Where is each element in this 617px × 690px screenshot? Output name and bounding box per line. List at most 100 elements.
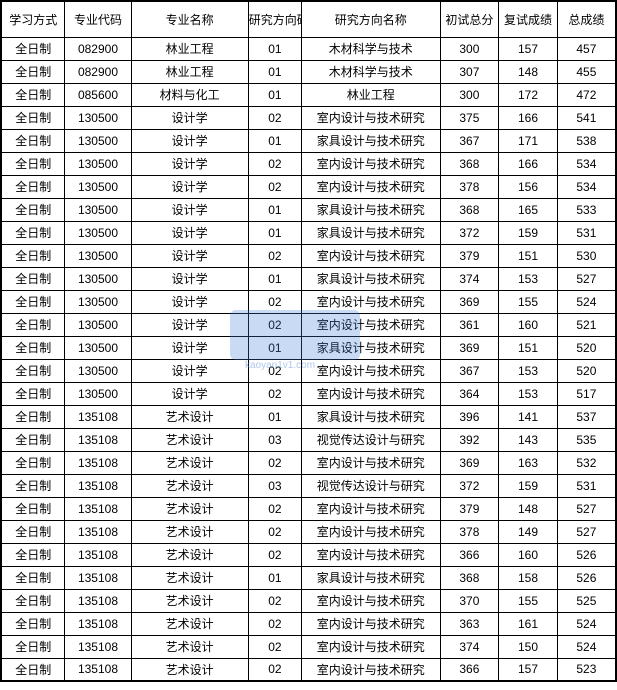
table-cell: 130500 xyxy=(65,244,131,267)
table-row: 全日制135108艺术设计02室内设计与技术研究369163532 xyxy=(1,451,616,474)
table-cell: 155 xyxy=(499,290,558,313)
table-cell: 01 xyxy=(248,566,301,589)
table-cell: 148 xyxy=(499,60,558,83)
table-cell: 全日制 xyxy=(1,635,65,658)
table-cell: 300 xyxy=(440,37,499,60)
table-cell: 368 xyxy=(440,198,499,221)
admissions-table: 学习方式 专业代码 专业名称 研究方向码 研究方向名称 初试总分 复试成绩 总成… xyxy=(0,0,617,682)
table-cell: 534 xyxy=(557,152,616,175)
table-cell: 室内设计与技术研究 xyxy=(302,175,441,198)
table-row: 全日制130500设计学02室内设计与技术研究369155524 xyxy=(1,290,616,313)
table-cell: 166 xyxy=(499,152,558,175)
table-cell: 设计学 xyxy=(131,313,248,336)
table-cell: 室内设计与技术研究 xyxy=(302,658,441,681)
table-row: 全日制130500设计学01家具设计与技术研究367171538 xyxy=(1,129,616,152)
table-cell: 室内设计与技术研究 xyxy=(302,290,441,313)
table-row: 全日制130500设计学01家具设计与技术研究374153527 xyxy=(1,267,616,290)
table-cell: 家具设计与技术研究 xyxy=(302,336,441,359)
col-header-dirname: 研究方向名称 xyxy=(302,1,441,37)
table-cell: 全日制 xyxy=(1,543,65,566)
table-cell: 全日制 xyxy=(1,83,65,106)
table-cell: 541 xyxy=(557,106,616,129)
table-cell: 392 xyxy=(440,428,499,451)
col-header-total: 总成绩 xyxy=(557,1,616,37)
table-row: 全日制130500设计学02室内设计与技术研究378156534 xyxy=(1,175,616,198)
table-cell: 室内设计与技术研究 xyxy=(302,635,441,658)
table-cell: 02 xyxy=(248,290,301,313)
table-cell: 视觉传达设计与研究 xyxy=(302,428,441,451)
table-cell: 设计学 xyxy=(131,267,248,290)
table-cell: 林业工程 xyxy=(131,60,248,83)
table-cell: 130500 xyxy=(65,382,131,405)
table-cell: 室内设计与技术研究 xyxy=(302,359,441,382)
table-cell: 设计学 xyxy=(131,382,248,405)
table-cell: 160 xyxy=(499,543,558,566)
table-cell: 全日制 xyxy=(1,451,65,474)
table-cell: 369 xyxy=(440,451,499,474)
table-cell: 艺术设计 xyxy=(131,566,248,589)
table-cell: 01 xyxy=(248,83,301,106)
table-cell: 532 xyxy=(557,451,616,474)
table-row: 全日制135108艺术设计02室内设计与技术研究366157523 xyxy=(1,658,616,681)
table-cell: 室内设计与技术研究 xyxy=(302,543,441,566)
table-cell: 02 xyxy=(248,612,301,635)
table-cell: 135108 xyxy=(65,428,131,451)
table-cell: 室内设计与技术研究 xyxy=(302,382,441,405)
table-cell: 01 xyxy=(248,60,301,83)
table-cell: 家具设计与技术研究 xyxy=(302,129,441,152)
table-cell: 全日制 xyxy=(1,658,65,681)
table-cell: 160 xyxy=(499,313,558,336)
table-cell: 全日制 xyxy=(1,175,65,198)
table-cell: 全日制 xyxy=(1,106,65,129)
table-cell: 艺术设计 xyxy=(131,497,248,520)
table-cell: 166 xyxy=(499,106,558,129)
table-cell: 02 xyxy=(248,382,301,405)
table-cell: 524 xyxy=(557,612,616,635)
table-cell: 130500 xyxy=(65,359,131,382)
table-cell: 531 xyxy=(557,474,616,497)
table-cell: 全日制 xyxy=(1,566,65,589)
table-cell: 室内设计与技术研究 xyxy=(302,612,441,635)
table-cell: 082900 xyxy=(65,37,131,60)
col-header-dircode: 研究方向码 xyxy=(248,1,301,37)
table-cell: 130500 xyxy=(65,336,131,359)
table-cell: 02 xyxy=(248,359,301,382)
table-row: 全日制130500设计学02室内设计与技术研究368166534 xyxy=(1,152,616,175)
table-cell: 368 xyxy=(440,152,499,175)
table-cell: 130500 xyxy=(65,313,131,336)
table-cell: 全日制 xyxy=(1,428,65,451)
table-cell: 130500 xyxy=(65,106,131,129)
table-cell: 艺术设计 xyxy=(131,612,248,635)
table-cell: 全日制 xyxy=(1,520,65,543)
table-cell: 150 xyxy=(499,635,558,658)
table-cell: 设计学 xyxy=(131,244,248,267)
table-cell: 379 xyxy=(440,244,499,267)
table-cell: 149 xyxy=(499,520,558,543)
table-cell: 全日制 xyxy=(1,267,65,290)
col-header-code: 专业代码 xyxy=(65,1,131,37)
table-cell: 165 xyxy=(499,198,558,221)
table-cell: 室内设计与技术研究 xyxy=(302,451,441,474)
table-cell: 01 xyxy=(248,405,301,428)
table-cell: 527 xyxy=(557,520,616,543)
table-row: 全日制130500设计学01家具设计与技术研究369151520 xyxy=(1,336,616,359)
table-cell: 457 xyxy=(557,37,616,60)
table-cell: 307 xyxy=(440,60,499,83)
table-row: 全日制082900林业工程01木材科学与技术307148455 xyxy=(1,60,616,83)
table-cell: 艺术设计 xyxy=(131,474,248,497)
table-cell: 135108 xyxy=(65,543,131,566)
table-cell: 全日制 xyxy=(1,60,65,83)
table-cell: 艺术设计 xyxy=(131,589,248,612)
table-row: 全日制130500设计学01家具设计与技术研究368165533 xyxy=(1,198,616,221)
table-cell: 157 xyxy=(499,658,558,681)
table-cell: 木材科学与技术 xyxy=(302,60,441,83)
table-cell: 材料与化工 xyxy=(131,83,248,106)
table-row: 全日制130500设计学02室内设计与技术研究361160521 xyxy=(1,313,616,336)
table-cell: 151 xyxy=(499,244,558,267)
table-cell: 设计学 xyxy=(131,359,248,382)
table-cell: 527 xyxy=(557,267,616,290)
table-cell: 135108 xyxy=(65,497,131,520)
table-cell: 林业工程 xyxy=(302,83,441,106)
table-cell: 135108 xyxy=(65,612,131,635)
table-row: 全日制135108艺术设计02室内设计与技术研究370155525 xyxy=(1,589,616,612)
